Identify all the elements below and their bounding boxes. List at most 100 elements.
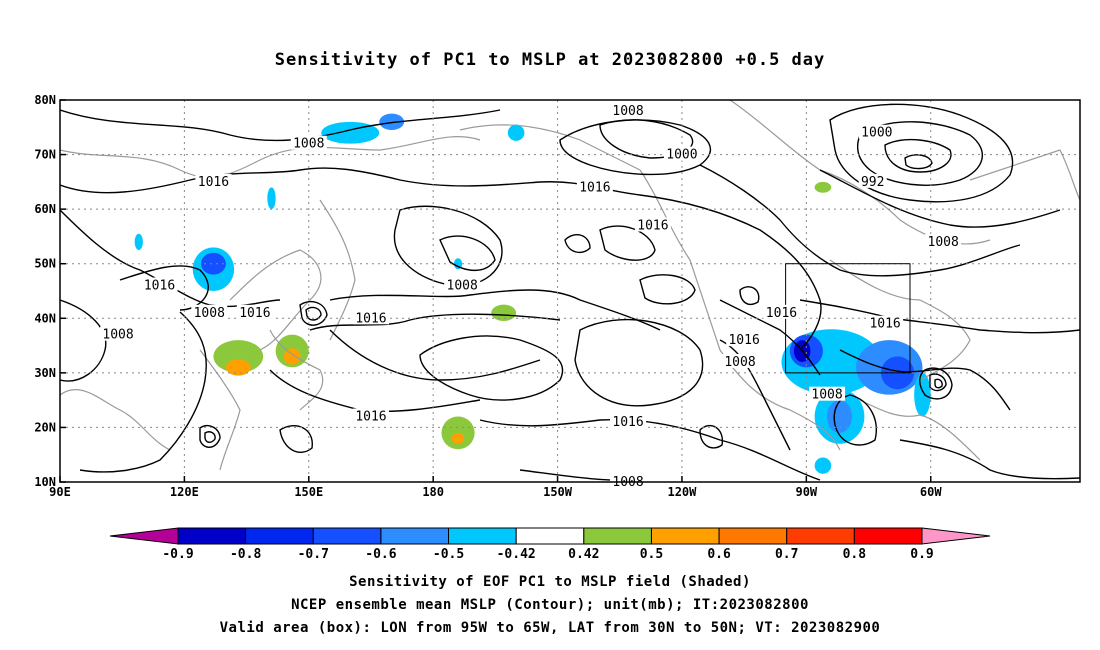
- colorbar-label-3: -0.6: [365, 547, 396, 562]
- colorbar-label-4: -0.5: [433, 547, 464, 562]
- contour-label-bg-20: [763, 304, 800, 319]
- colorbar-box-8: [718, 527, 788, 545]
- shaded-area-12: [441, 416, 475, 450]
- contour-label-17: 1008: [928, 235, 959, 250]
- colorbar-box-9: [786, 527, 855, 545]
- contour-label-16: 992: [861, 175, 884, 190]
- contour-label-bg-12: [634, 217, 671, 232]
- colorbar-box-4: [448, 527, 517, 545]
- colorbar-box-5: [515, 527, 585, 545]
- coastlines: [60, 100, 1080, 471]
- lat-tick-label-7: 10N: [34, 475, 56, 489]
- plot-title: Sensitivity of PC1 to MSLP at 2023082800…: [274, 50, 826, 70]
- contour-label-15: 1000: [861, 126, 892, 141]
- contour-label-6: 1008: [447, 279, 478, 294]
- contour-label-4: 1008: [194, 306, 225, 321]
- colorbar-label-2: -0.7: [298, 547, 329, 562]
- contour-label-bg-14: [610, 474, 647, 488]
- colorbar-box-2: [312, 527, 382, 545]
- contour-label-2: 1016: [144, 279, 175, 294]
- colorbar-box-1: [245, 527, 314, 545]
- contour-label-3: 1016: [239, 306, 270, 321]
- lon-tick-label-1: 120E: [170, 485, 199, 499]
- contour-label-bg-18: [726, 332, 763, 347]
- contour-label-10: 1000: [666, 148, 697, 163]
- colorbar-label-9: 0.7: [775, 547, 798, 562]
- contour-label-12: 1016: [637, 219, 668, 234]
- contour-label-5: 1008: [102, 328, 133, 343]
- contour-label-0: 1008: [293, 137, 324, 152]
- lat-tick-label-4: 40N: [34, 311, 56, 325]
- colorbar-box-10: [853, 527, 923, 545]
- map-gridlines: [60, 100, 1080, 482]
- contour-label-20: 1016: [766, 306, 797, 321]
- shaded-area-8: [213, 340, 264, 373]
- contour-label-bg-3: [236, 304, 273, 319]
- contour-label-bg-21: [867, 315, 904, 330]
- lat-tick-label-3: 50N: [34, 257, 56, 271]
- shaded-area-1: [200, 252, 226, 275]
- shaded-area-9: [225, 359, 251, 376]
- shaded-area-22: [827, 400, 852, 433]
- lat-tick-label-2: 60N: [34, 202, 56, 216]
- lon-tick-label-6: 90W: [795, 485, 817, 499]
- contour-label-bg-11: [576, 179, 613, 194]
- lat-tick-label-5: 30N: [34, 366, 56, 380]
- latitude-ticks: 80N 70N 60N 50N 40N 30N 20N 10N: [34, 93, 66, 489]
- colorbar-label-10: 0.8: [843, 547, 867, 562]
- contour-label-19: 1008: [724, 355, 755, 370]
- contour-label-bg-8: [352, 408, 389, 423]
- colorbar-max-arrow: [921, 527, 991, 545]
- colorbar-min-arrow: [109, 527, 179, 545]
- contour-label-bg-15: [858, 124, 895, 139]
- contour-label-bg-13: [610, 413, 647, 428]
- contour-label-bg-0: [290, 135, 327, 150]
- contour-label-bg-4: [191, 304, 228, 319]
- mslp-contours: [60, 103, 1080, 482]
- contour-label-13: 1016: [612, 415, 643, 430]
- lat-tick-label-0: 80N: [34, 93, 56, 107]
- colorbar-box-6: [583, 527, 652, 545]
- contour-label-11: 1016: [579, 180, 610, 195]
- contour-label-bg-22: [809, 386, 846, 401]
- lon-tick-label-3: 180: [422, 485, 444, 499]
- shaded-area-23: [814, 457, 832, 474]
- contour-label-bg-7: [352, 310, 389, 325]
- map-frame: [59, 99, 1081, 483]
- contour-label-7: 1016: [355, 311, 386, 326]
- lat-tick-label-6: 20N: [34, 420, 56, 434]
- shaded-area-15: [814, 181, 832, 193]
- colorbar-label-8: 0.6: [707, 547, 731, 562]
- shaded-area-6: [134, 233, 143, 251]
- lon-tick-label-2: 150E: [294, 485, 323, 499]
- lon-tick-label-5: 120W: [667, 485, 697, 499]
- contour-label-bg-19: [722, 353, 758, 368]
- shaded-area-4: [507, 124, 525, 141]
- colorbar-label-1: -0.8: [230, 547, 261, 562]
- caption-line-3: Valid area (box): LON from 95W to 65W, L…: [219, 620, 881, 636]
- shaded-area-3: [379, 113, 405, 131]
- colorbar-box-0: [177, 527, 247, 545]
- shaded-area-14: [491, 304, 517, 322]
- contour-label-bg-2: [141, 277, 178, 292]
- contour-label-21: 1016: [869, 317, 900, 332]
- contour-label-bg-10: [663, 146, 700, 161]
- colorbar-box-7: [650, 527, 720, 545]
- lat-tick-label-1: 70N: [34, 148, 56, 162]
- colorbar-label-7: 0.5: [640, 547, 663, 562]
- caption-line-2: NCEP ensemble mean MSLP (Contour); unit(…: [291, 597, 809, 613]
- contour-label-bg-5: [100, 326, 137, 341]
- lon-tick-label-4: 150W: [543, 485, 573, 499]
- colorbar-label-6: 0.42: [568, 547, 599, 562]
- lon-tick-label-0: 90E: [49, 485, 71, 499]
- sensitivity-shading: [134, 113, 931, 474]
- contour-label-bg-9: [610, 102, 647, 117]
- contour-label-bg-6: [444, 277, 481, 292]
- contour-label-22: 1008: [811, 388, 842, 403]
- colorbar-label-0: -0.9: [162, 547, 193, 562]
- shaded-area-2: [321, 121, 380, 144]
- contour-label-8: 1016: [355, 410, 386, 425]
- contour-label-18: 1016: [728, 333, 759, 348]
- contour-label-1: 1016: [198, 175, 229, 190]
